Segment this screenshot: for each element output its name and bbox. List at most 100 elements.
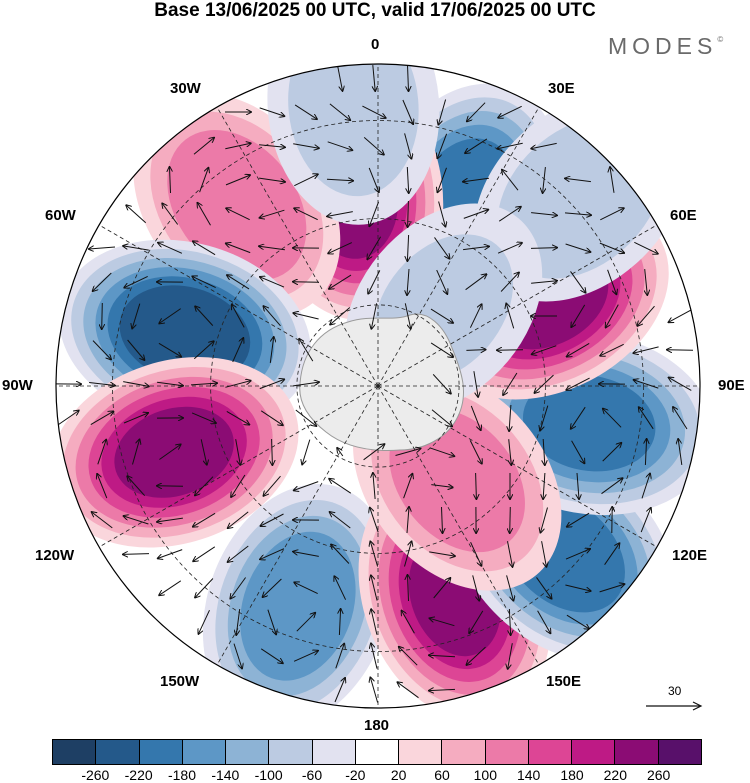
wind-arrow	[260, 648, 283, 663]
wind-arrow	[193, 241, 216, 256]
wind-arrow	[506, 304, 515, 329]
wind-arrow	[158, 243, 183, 254]
wind-arrow	[543, 438, 545, 465]
wind-arrow	[329, 479, 352, 494]
wind-arrow	[469, 610, 484, 633]
wind-arrow	[295, 409, 316, 426]
negative-anomaly	[267, 64, 440, 225]
wind-arrow	[508, 643, 513, 669]
wind-arrow	[337, 448, 344, 457]
wind-arrow	[132, 440, 140, 465]
map-border	[55, 63, 701, 709]
wind-arrow	[127, 476, 146, 497]
wind-arrow	[434, 237, 450, 258]
wind-arrow	[159, 308, 181, 324]
wind-arrow	[603, 409, 622, 428]
colorbar-swatch	[485, 740, 529, 764]
wind-arrow	[430, 618, 455, 627]
wind-arrow	[571, 304, 586, 327]
wind-arrow	[260, 209, 285, 218]
wind-arrow	[437, 133, 448, 158]
wind-arrow	[669, 309, 692, 322]
wind-arrow	[192, 276, 216, 289]
wind-arrow	[127, 339, 145, 360]
wind-arrow	[408, 575, 409, 602]
wind-arrow	[498, 207, 521, 222]
wind-arrow	[158, 342, 181, 356]
colorbar-tick-label: -180	[167, 767, 197, 783]
wind-arrow	[531, 213, 557, 216]
longitude-line	[216, 385, 379, 666]
wind-arrow	[124, 516, 149, 525]
wind-arrow	[398, 682, 419, 699]
wind-arrow	[93, 272, 112, 291]
colorbar-tick-label: -60	[301, 767, 323, 783]
wind-arrow	[536, 577, 552, 598]
wind-arrow	[232, 338, 244, 363]
wind-arrow	[669, 378, 692, 391]
wind-arrow	[368, 167, 379, 192]
antarctica-land	[299, 313, 464, 451]
wind-arrow	[507, 541, 513, 567]
wind-arrow	[430, 308, 453, 323]
longitude-line	[98, 385, 379, 548]
wind-arrow	[570, 271, 586, 292]
wind-arrow	[294, 104, 317, 119]
longitude-line	[98, 224, 379, 387]
wind-arrow	[157, 381, 183, 385]
wind-arrow	[470, 541, 482, 566]
wind-arrow	[407, 507, 409, 534]
wind-arrow	[509, 608, 510, 635]
wind-arrow	[363, 137, 384, 154]
wind-arrow	[193, 546, 216, 561]
wind-arrow	[510, 506, 511, 533]
wind-arrow	[363, 444, 385, 461]
colorbar-tick-label: 100	[473, 767, 498, 783]
brand-mark: ©	[717, 35, 724, 44]
colorbar-swatch	[96, 740, 140, 764]
wind-vectors	[56, 64, 694, 703]
wind-arrow	[442, 506, 443, 533]
wind-arrow	[272, 438, 273, 465]
lon-label-120w: 120W	[35, 547, 75, 564]
colorbar-labels: -260 -220 -180 -140 -100 -60 -20 20 60 100 140 180 2…	[52, 767, 702, 783]
colorbar-swatch	[53, 740, 97, 764]
reference-vector	[646, 701, 703, 711]
wind-arrow	[407, 234, 408, 261]
wind-arrow	[126, 205, 147, 224]
colorbar-swatch	[572, 740, 616, 764]
wind-arrow	[195, 306, 214, 326]
wind-arrow	[259, 145, 285, 148]
wind-arrow	[509, 404, 511, 431]
wind-arrow	[432, 374, 451, 393]
colorbar-tick-label: 140	[516, 767, 541, 783]
wind-arrow	[259, 379, 284, 390]
lon-label-180: 180	[364, 717, 390, 734]
wind-arrow	[470, 405, 480, 430]
wind-arrow	[577, 472, 579, 499]
wind-arrow	[232, 305, 245, 328]
colorbar-tick-label: -20	[345, 767, 366, 783]
wind-arrow	[371, 575, 378, 601]
colorbar-swatch	[312, 740, 356, 764]
wind-arrow	[465, 274, 487, 291]
latitude-circle	[210, 218, 546, 554]
wind-arrow	[373, 473, 375, 500]
wind-arrow	[395, 449, 421, 456]
wind-arrow	[226, 208, 250, 221]
colorbar-tick-label: -220	[124, 767, 153, 783]
wind-arrow	[602, 443, 622, 462]
wind-arrow	[634, 241, 657, 253]
wind-arrow	[329, 103, 350, 120]
wind-arrow	[537, 610, 551, 634]
wind-arrow	[369, 201, 380, 226]
wind-arrow	[469, 304, 481, 328]
colorbar-swatch	[528, 740, 573, 764]
colorbar-tick-label: 220	[603, 767, 628, 783]
wind-arrow	[402, 99, 413, 124]
wind-arrow	[293, 313, 319, 320]
wind-arrow	[260, 548, 285, 560]
wind-arrow	[407, 166, 408, 193]
wind-arrow	[634, 380, 659, 389]
wind-arrow	[199, 168, 209, 193]
